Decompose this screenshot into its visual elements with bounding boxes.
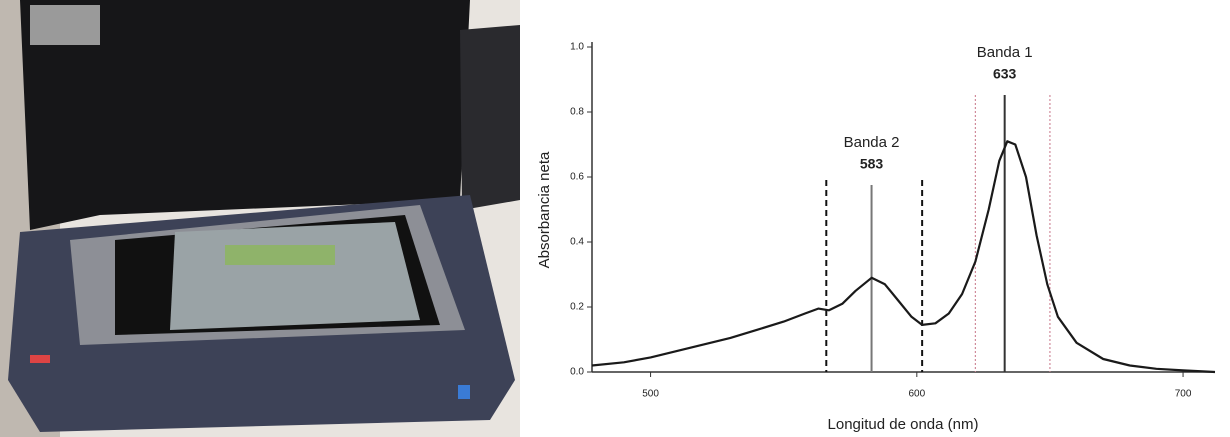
y-tick-label: 0.0 — [570, 367, 584, 378]
y-tick-label: 0.6 — [570, 172, 584, 183]
band-wavelength: 633 — [993, 66, 1017, 82]
band-name: Banda 2 — [844, 134, 900, 151]
band-wavelength: 583 — [860, 156, 884, 172]
scanner-tray — [225, 245, 335, 265]
y-axis-label: Absorbancia neta — [536, 151, 553, 268]
y-tick-label: 1.0 — [570, 42, 584, 53]
power-button — [458, 385, 470, 399]
lid-label — [30, 5, 100, 45]
chart: Absorbancia neta Longitud de onda (nm) 0… — [520, 0, 1230, 437]
spectrum-line — [592, 141, 1215, 372]
x-tick-label: 600 — [908, 389, 925, 400]
y-tick-label: 0.2 — [570, 302, 584, 313]
scanner-glass — [170, 222, 420, 330]
background-object — [460, 25, 520, 210]
figure: Absorbancia neta Longitud de onda (nm) 0… — [0, 0, 1230, 437]
x-tick-label: 500 — [642, 389, 659, 400]
band-name: Banda 1 — [977, 44, 1033, 61]
brand-label — [30, 355, 50, 363]
y-tick-label: 0.4 — [570, 237, 584, 248]
y-tick-label: 0.8 — [570, 107, 584, 118]
x-axis-label: Longitud de onda (nm) — [828, 416, 979, 433]
x-tick-label: 700 — [1175, 389, 1192, 400]
scanner-photo — [0, 0, 520, 437]
